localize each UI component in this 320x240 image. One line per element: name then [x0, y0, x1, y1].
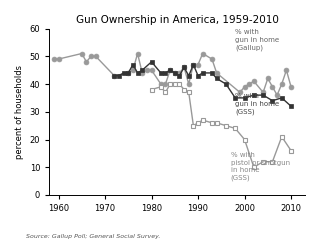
Title: Gun Ownership in America, 1959-2010: Gun Ownership in America, 1959-2010: [76, 15, 278, 25]
Y-axis label: percent of households: percent of households: [15, 65, 24, 159]
Text: % with
pistol or shotgun
in home
(GSS): % with pistol or shotgun in home (GSS): [231, 152, 290, 181]
Text: Source: Gallup Poll; General Social Survey.: Source: Gallup Poll; General Social Surv…: [26, 234, 160, 239]
Text: % with
gun in home
(GSS): % with gun in home (GSS): [235, 93, 279, 114]
Text: % with
gun in home
(Gallup): % with gun in home (Gallup): [235, 29, 279, 51]
